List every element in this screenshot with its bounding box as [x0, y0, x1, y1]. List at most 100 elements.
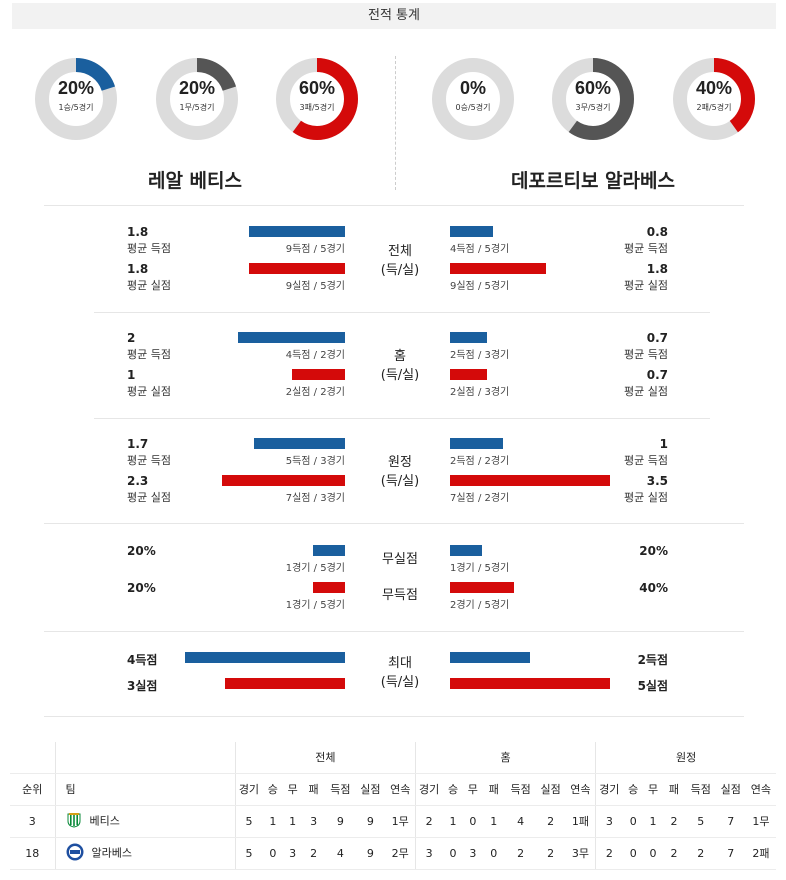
- col-header: 실점: [535, 773, 566, 806]
- donut-percent: 60%: [298, 78, 336, 98]
- group-header-all: 전체: [234, 742, 416, 774]
- donut-arc: [673, 58, 755, 140]
- label: 평균 실점: [624, 279, 668, 292]
- col-team: 팀: [54, 773, 236, 806]
- col-header: 실점: [355, 773, 386, 806]
- donut-away-win: 0% 0승/5경기: [430, 56, 516, 142]
- caption: 2득점 / 3경기: [450, 350, 510, 361]
- donut-caption: 3무/5경기: [575, 103, 611, 112]
- home-conceded-bar: [222, 475, 345, 486]
- away-conceded-bar: [450, 369, 487, 380]
- donut-arc: [35, 58, 117, 140]
- table-cell: 2: [595, 837, 623, 870]
- team-name: 알라베스: [91, 846, 133, 859]
- table-cell: 3: [595, 805, 623, 838]
- caption: 4득점 / 5경기: [450, 244, 510, 255]
- donut-caption: 3패/5경기: [299, 103, 335, 112]
- caption: 2득점 / 2경기: [450, 456, 510, 467]
- table-cell: 2패: [745, 837, 776, 870]
- donut-home-draw: 20% 1무/5경기: [154, 56, 240, 142]
- table-cell: 2무: [385, 837, 416, 870]
- col-header: 무: [283, 773, 302, 806]
- away-avg-goals: 0.7: [646, 331, 668, 345]
- away-conceded-bar: [450, 475, 610, 486]
- donut-arc: [156, 58, 238, 140]
- section-label: 원정 (득/실): [380, 455, 420, 489]
- table-cell: 1무: [385, 805, 416, 838]
- caption: 1경기 / 5경기: [285, 600, 345, 611]
- label: 평균 득점: [624, 242, 668, 255]
- table-cell: 3: [463, 837, 482, 870]
- table-cell: 2: [414, 805, 443, 838]
- donut-home-loss: 60% 3패/5경기: [274, 56, 360, 142]
- col-header: 무: [463, 773, 482, 806]
- label: 평균 득점: [127, 348, 171, 361]
- label: 평균 실점: [624, 491, 668, 504]
- home-conceded-bar: [249, 263, 345, 274]
- alaves-logo-icon: [66, 843, 84, 864]
- donut-home-win: 20% 1승/5경기: [33, 56, 119, 142]
- col-header: 실점: [715, 773, 746, 806]
- table-cell: 4: [325, 837, 356, 870]
- col-header: 승: [442, 773, 464, 806]
- away-max-goals-bar: [450, 652, 530, 663]
- col-header: 패: [301, 773, 326, 806]
- table-sub-header: 순위 팀 경기 승 무 패 득점 실점 연속 경기 승 무 패 득점 실점 연속 경기 승 무 패 득점 실점 연속: [10, 773, 776, 806]
- label: 평균 실점: [127, 279, 171, 292]
- away-avg-conceded: 0.7: [646, 368, 668, 382]
- home-max-conceded-bar: [225, 678, 345, 689]
- away-avg-goals: 1: [659, 437, 668, 451]
- table-cell: 0: [481, 837, 506, 870]
- home-avg-goals: 1.7: [127, 437, 149, 451]
- table-cell: 9: [325, 805, 356, 838]
- divider: [395, 56, 396, 190]
- team-cell[interactable]: 알라베스: [54, 837, 236, 870]
- section-label: 홈 (득/실): [380, 349, 420, 383]
- caption: 9실점 / 5경기: [450, 281, 510, 292]
- section-label: 최대 (득/실): [380, 656, 420, 690]
- table-row[interactable]: 3 베티스 5 1 1 3 9 9 1무 2 1 0 1 4 2 1패 3 0 1 2 5 7 1무: [10, 805, 776, 838]
- home-avg-conceded: 2.3: [127, 474, 149, 488]
- home-goals-bar: [254, 438, 345, 449]
- table-cell: 2: [301, 837, 326, 870]
- caption: 9득점 / 5경기: [285, 244, 345, 255]
- donut-percent: 40%: [695, 78, 733, 98]
- away-conceded-bar: [450, 263, 546, 274]
- table-cell: 3: [283, 837, 302, 870]
- col-header: 무: [643, 773, 663, 806]
- home-clean-sheet-pct: 20%: [127, 544, 156, 558]
- table-cell: 0: [442, 837, 464, 870]
- table-cell: 1: [643, 805, 663, 838]
- donut-away-draw: 60% 3무/5경기: [550, 56, 636, 142]
- away-max-goals: 2득점: [637, 653, 668, 667]
- table-cell: 2: [535, 805, 566, 838]
- table-cell: 2: [685, 837, 716, 870]
- label: 평균 실점: [624, 385, 668, 398]
- away-team-name: 데포르티보 알라베스: [511, 170, 675, 192]
- table-cell: 2: [505, 837, 536, 870]
- away-goals-bar: [450, 226, 493, 237]
- table-cell: 3무: [565, 837, 596, 870]
- col-header: 연속: [565, 773, 596, 806]
- donut-track: [432, 58, 514, 140]
- col-header: 패: [481, 773, 506, 806]
- donut-percent: 20%: [57, 78, 95, 98]
- caption: 1경기 / 5경기: [285, 563, 345, 574]
- home-avg-goals: 2: [127, 331, 136, 345]
- away-max-conceded-bar: [450, 678, 610, 689]
- team-cell[interactable]: 베티스: [54, 805, 236, 838]
- table-cell: 0: [622, 837, 644, 870]
- table-cell: 5: [234, 837, 263, 870]
- away-clean-sheet-bar: [450, 545, 482, 556]
- col-header: 승: [262, 773, 284, 806]
- table-cell: 2: [535, 837, 566, 870]
- caption: 2경기 / 5경기: [450, 600, 510, 611]
- col-header: 득점: [325, 773, 356, 806]
- table-row[interactable]: 18 알라베스 5 0 3 2 4 9 2무 3 0 3 0 2 2 3무 2 0 0 2 2 7 2패: [10, 837, 776, 870]
- home-max-goals: 4득점: [127, 653, 158, 667]
- table-cell: 0: [622, 805, 644, 838]
- home-max-goals-bar: [185, 652, 345, 663]
- divider: [44, 716, 744, 717]
- away-avg-conceded: 3.5: [646, 474, 668, 488]
- table-cell: 5: [234, 805, 263, 838]
